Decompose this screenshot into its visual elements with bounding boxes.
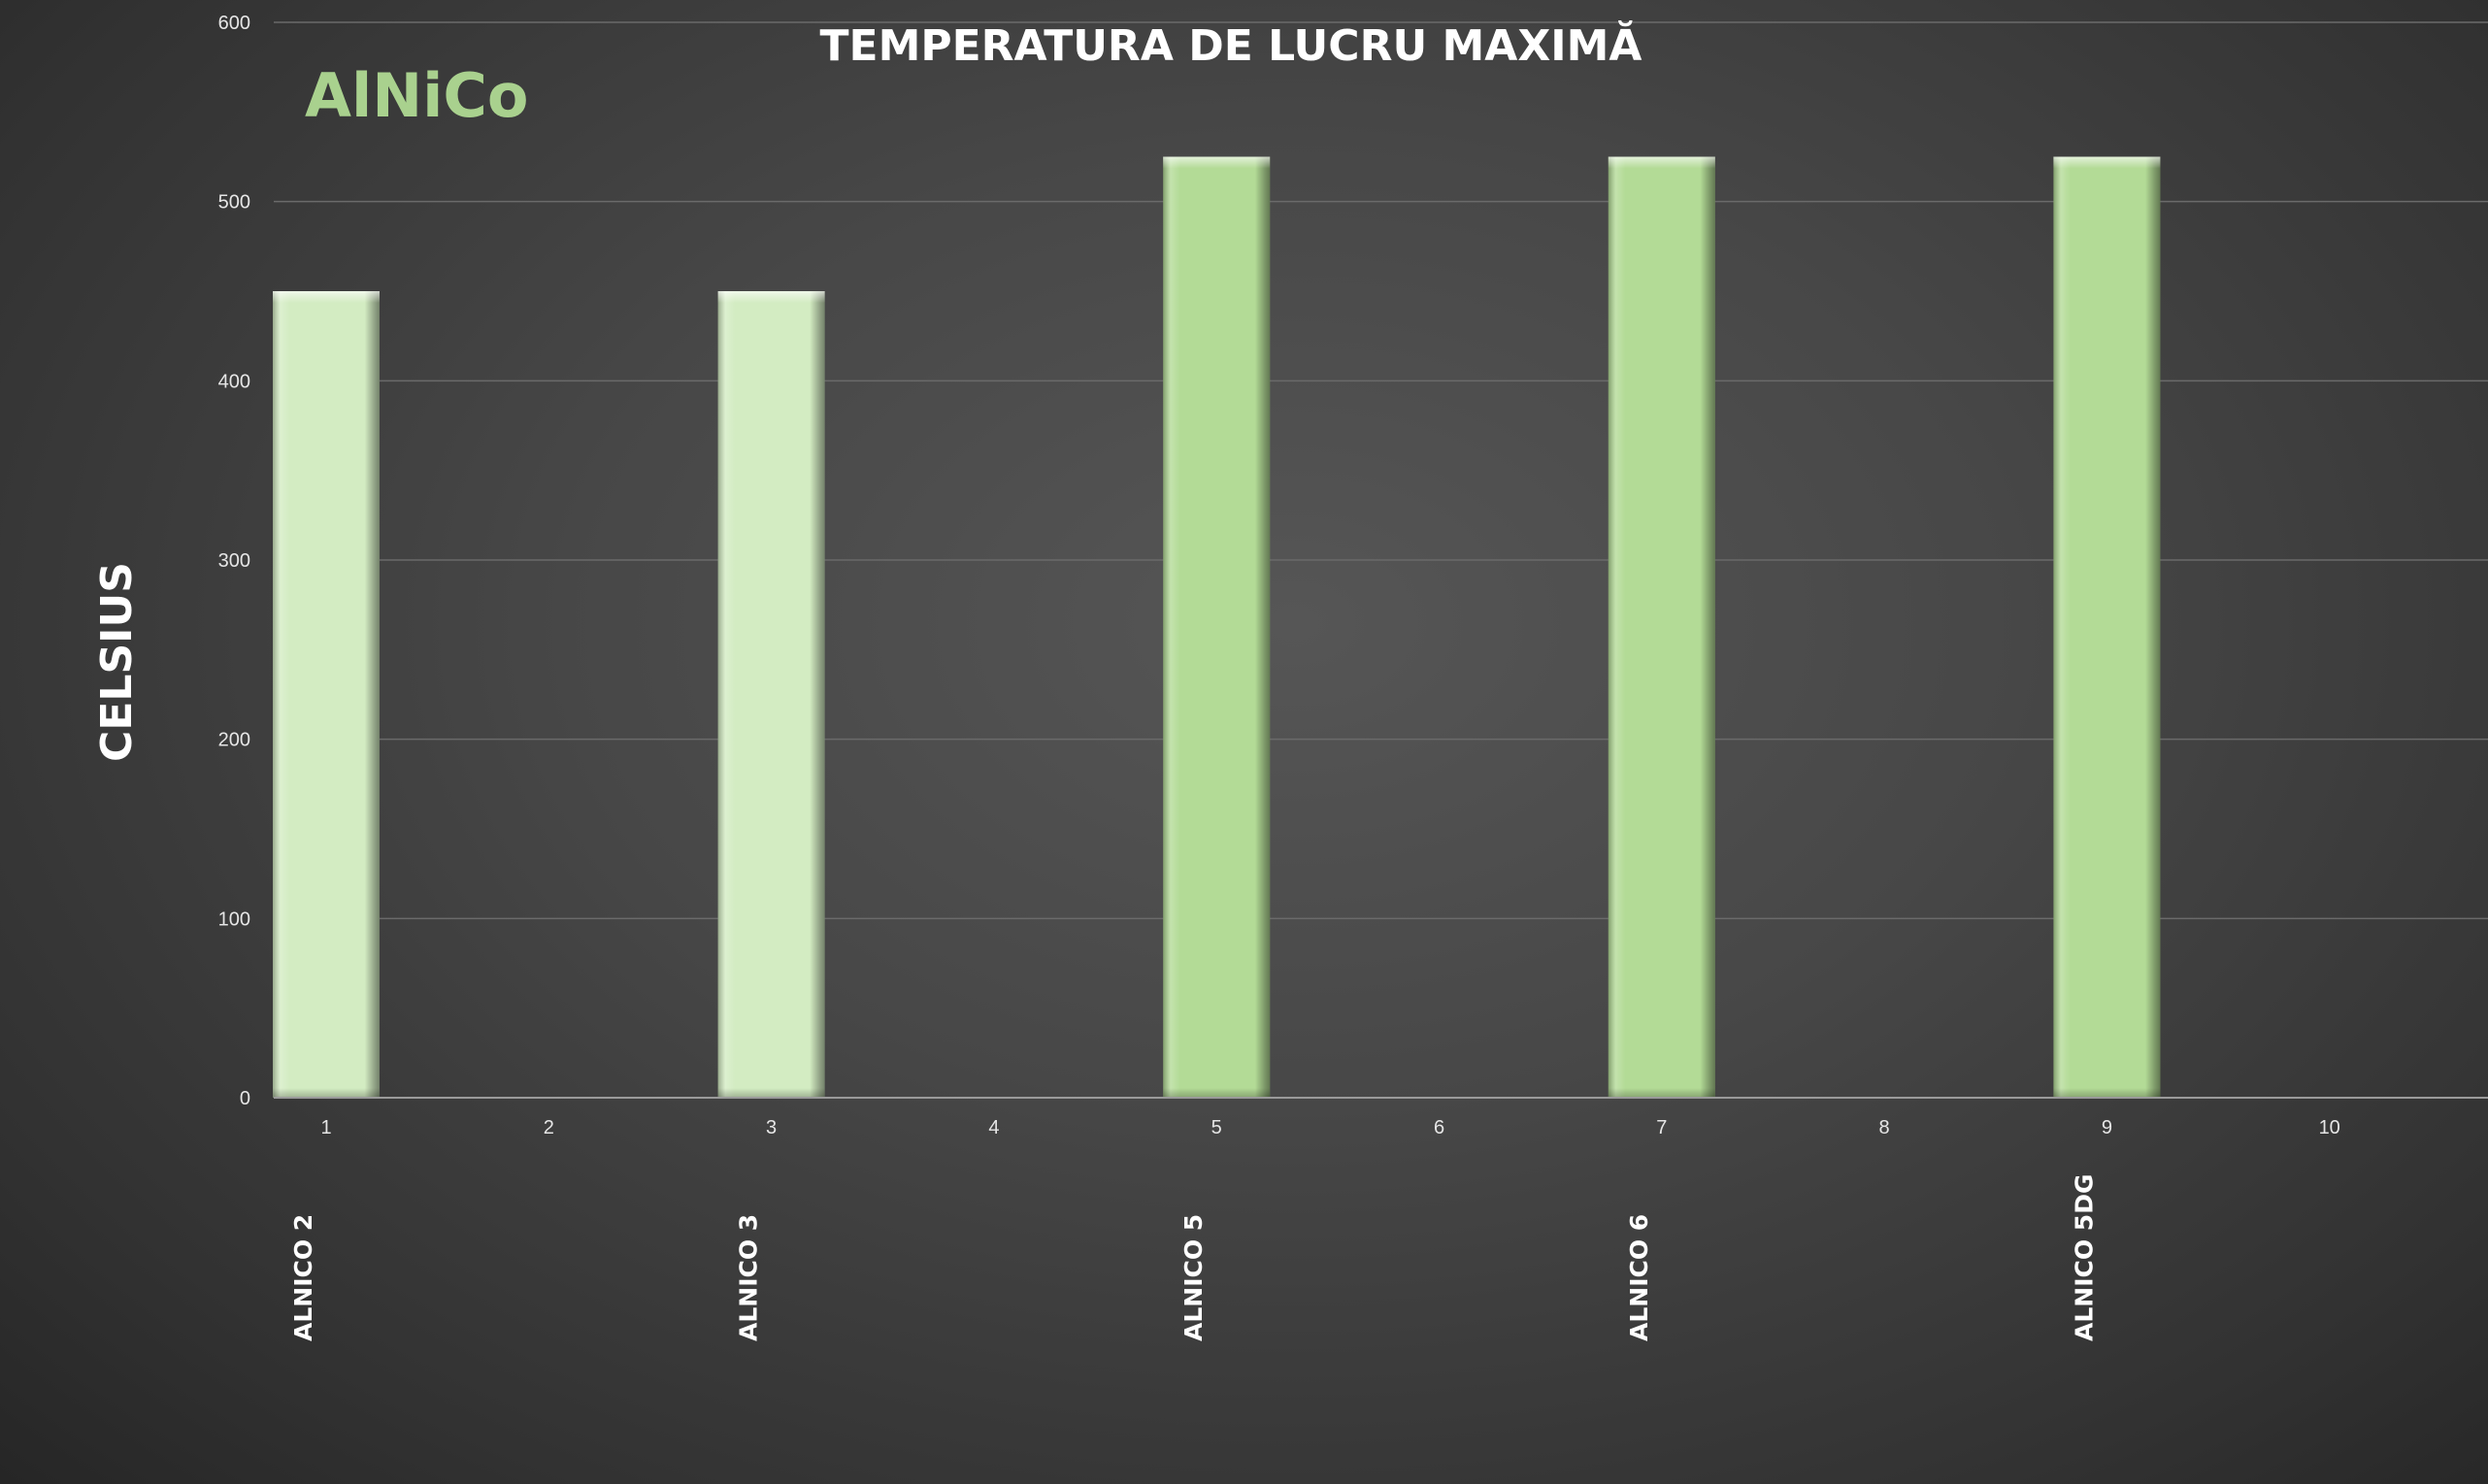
bar-bottom-shade [273,1088,380,1098]
x-tick-label: 9 [2102,1117,2112,1138]
y-tick-label: 600 [218,13,250,34]
x-tick-label: 1 [320,1117,331,1138]
y-tick-label: 300 [218,550,250,572]
y-tick-label: 400 [218,371,250,392]
y-tick-label: 100 [218,908,250,930]
bar [1163,156,1271,1098]
brand-logo-text: AlNiCo [305,60,528,131]
bar-bevel [1163,156,1271,1098]
category-label: ALNICO 6 [1625,1214,1653,1341]
bar-bevel [1608,156,1715,1098]
y-tick-label: 200 [218,730,250,751]
bar-bottom-shade [1608,1088,1715,1098]
bar [2053,156,2161,1098]
x-tick-label: 3 [766,1117,777,1138]
bar-bevel [2053,156,2161,1098]
bar-top-highlight [1608,156,1715,169]
bar-bottom-shade [1163,1088,1271,1098]
tick-labels: 0100200300400500600123456789101112131415… [218,13,2340,1138]
bar-bevel [273,291,380,1098]
bar-bottom-shade [717,1088,825,1098]
category-label: ALNICO 5 [1179,1214,1208,1341]
y-tick-label: 500 [218,192,250,214]
x-tick-label: 7 [1656,1117,1667,1138]
bars [273,156,2161,1098]
bar-bottom-shade [2053,1088,2161,1098]
x-tick-label: 2 [544,1117,554,1138]
category-label: ALNICO 2 [289,1214,317,1341]
bar-top-highlight [717,291,825,303]
x-tick-label: 6 [1434,1117,1444,1138]
bar-top-highlight [273,291,380,303]
bar-top-highlight [2053,156,2161,169]
y-axis-label: CELSIUS [92,562,142,762]
category-label: ALNICO 3 [735,1214,763,1341]
category-label: ALNICO 5DG [2070,1174,2098,1341]
bar [273,291,380,1098]
x-tick-label: 10 [2319,1117,2340,1138]
x-tick-label: 5 [1211,1117,1222,1138]
chart-title: TEMPERATURA DE LUCRU MAXIMĂ [820,19,1642,71]
x-tick-label: 4 [988,1117,999,1138]
category-labels: ALNICO 2 ALNICO 3 ALNICO 5 ALNICO 6 ALNICO 5… [289,1174,2098,1341]
bar-bevel [717,291,825,1098]
x-tick-label: 8 [1879,1117,1890,1138]
bar-top-highlight [1163,156,1271,169]
bar [1608,156,1715,1098]
bar [717,291,825,1098]
y-tick-label: 0 [240,1088,250,1109]
